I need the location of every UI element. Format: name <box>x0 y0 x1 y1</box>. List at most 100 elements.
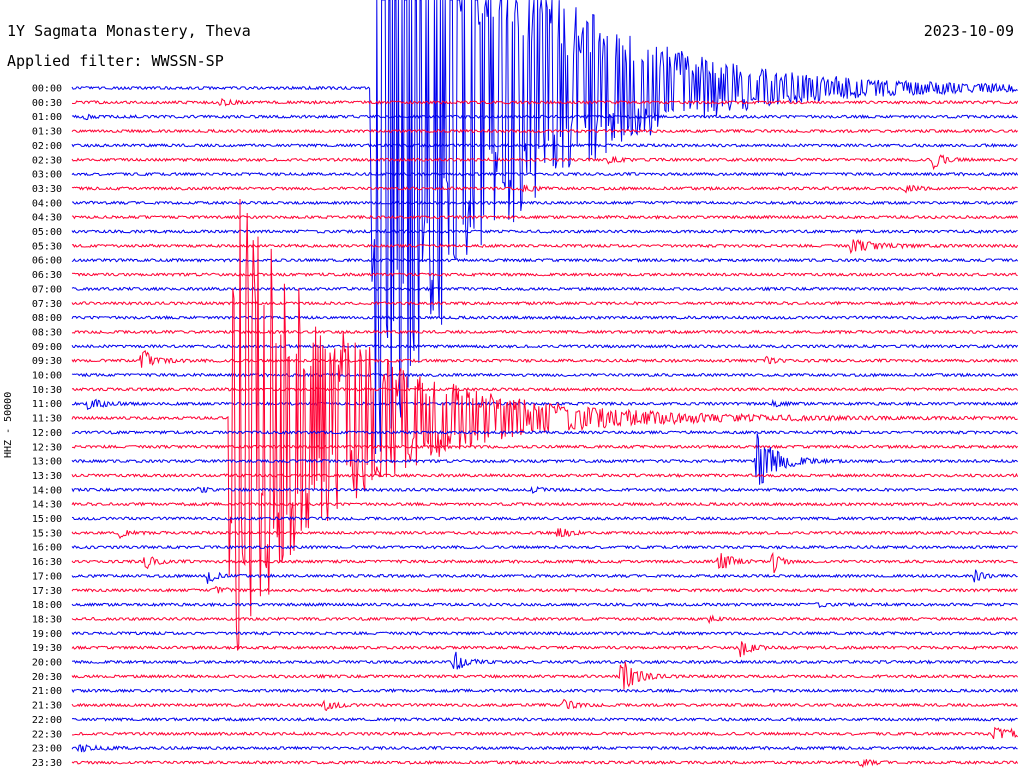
trace-row-1500 <box>71 516 1018 522</box>
trace-row-0030 <box>71 97 1019 107</box>
record-date: 2023-10-09 <box>923 22 1014 40</box>
trace-row-1400 <box>71 485 1019 494</box>
trace-row-2200 <box>71 716 1018 723</box>
row-tick-label: 08:00 <box>32 313 62 324</box>
trace-row-0900 <box>71 343 1019 349</box>
trace-row-1300 <box>71 433 1018 485</box>
row-tick-label: 22:00 <box>32 715 62 726</box>
trace-row-1100 <box>71 398 1018 411</box>
row-tick-label: 01:00 <box>32 112 62 123</box>
trace-row-2000 <box>71 651 1018 670</box>
trace-row-2130 <box>71 698 1018 712</box>
trace-row-0700 <box>71 286 1019 292</box>
row-tick-label: 22:30 <box>32 729 62 740</box>
trace-row-0800 <box>71 315 1018 320</box>
row-tick-label: 03:30 <box>32 184 62 195</box>
trace-row-2330 <box>71 758 1019 768</box>
trace-row-1630 <box>71 551 1018 574</box>
trace-row-1430 <box>71 501 1019 507</box>
trace-row-0300 <box>71 171 1019 177</box>
trace-row-1830 <box>71 614 1018 625</box>
trace-row-1700 <box>71 569 1018 584</box>
row-tick-label: 16:30 <box>32 557 62 568</box>
row-tick-label: 04:30 <box>32 213 62 224</box>
trace-row-2100 <box>71 688 1019 694</box>
trace-row-1930 <box>71 641 1019 658</box>
trace-row-1900 <box>71 630 1018 636</box>
row-tick-label: 18:30 <box>32 614 62 625</box>
trace-row-0530 <box>71 239 1019 255</box>
row-tick-label: 20:30 <box>32 672 62 683</box>
filter-label: Applied filter: WWSSN-SP <box>7 52 224 70</box>
row-tick-label: 11:30 <box>32 414 62 425</box>
trace-row-0100 <box>71 113 1018 121</box>
row-tick-label: 23:00 <box>32 744 62 755</box>
row-tick-label: 02:30 <box>32 155 62 166</box>
trace-row-0200 <box>71 142 1018 149</box>
trace-row-1730 <box>71 585 1018 594</box>
row-tick-label: 14:00 <box>32 485 62 496</box>
row-tick-label: 15:00 <box>32 514 62 525</box>
row-tick-label: 02:00 <box>32 141 62 152</box>
trace-row-0430 <box>71 214 1019 220</box>
row-tick-label: 03:00 <box>32 170 62 181</box>
trace-row-0330 <box>71 184 1018 194</box>
row-tick-label: 13:30 <box>32 471 62 482</box>
row-tick-label: 10:00 <box>32 371 62 382</box>
trace-row-2300 <box>71 744 1018 753</box>
row-tick-label: 06:00 <box>32 256 62 267</box>
trace-row-0400 <box>72 200 1018 206</box>
trace-row-2030 <box>71 661 1018 690</box>
row-tick-label: 16:00 <box>32 543 62 554</box>
row-tick-label: 10:30 <box>32 385 62 396</box>
row-tick-label: 05:00 <box>32 227 62 238</box>
trace-row-0000 <box>71 0 1018 455</box>
row-tick-label: 00:00 <box>32 84 62 95</box>
row-tick-label: 18:00 <box>32 600 62 611</box>
row-tick-label: 09:00 <box>32 342 62 353</box>
row-tick-label: 15:30 <box>32 528 62 539</box>
row-tick-label: 23:30 <box>32 758 62 769</box>
row-tick-label: 07:30 <box>32 299 62 310</box>
row-tick-label: 05:30 <box>32 241 62 252</box>
trace-row-0730 <box>71 300 1019 306</box>
trace-row-0130 <box>71 128 1018 134</box>
row-tick-label: 21:30 <box>32 701 62 712</box>
row-tick-label: 12:00 <box>32 428 62 439</box>
trace-row-1600 <box>71 544 1018 550</box>
row-tick-label: 17:00 <box>32 571 62 582</box>
trace-row-1330 <box>71 472 1019 478</box>
trace-row-0500 <box>71 228 1018 234</box>
row-tick-label: 19:00 <box>32 629 62 640</box>
trace-row-1200 <box>71 429 1018 435</box>
row-tick-label: 13:00 <box>32 457 62 468</box>
trace-row-1130 <box>71 198 1018 651</box>
row-tick-label: 21:00 <box>32 686 62 697</box>
row-tick-label: 00:30 <box>32 98 62 109</box>
trace-row-1230 <box>71 444 1018 450</box>
trace-row-0930 <box>71 350 1019 368</box>
row-tick-label: 20:00 <box>32 658 62 669</box>
row-tick-label: 06:30 <box>32 270 62 281</box>
row-tick-label: 14:30 <box>32 500 62 511</box>
row-tick-label: 12:30 <box>32 442 62 453</box>
trace-row-1030 <box>71 386 1019 392</box>
trace-row-2230 <box>71 726 1018 739</box>
trace-row-1530 <box>71 528 1018 540</box>
trace-row-1000 <box>71 372 1019 378</box>
trace-row-0230 <box>71 154 1018 171</box>
row-tick-label: 04:00 <box>32 198 62 209</box>
row-tick-label: 01:30 <box>32 127 62 138</box>
row-tick-label: 09:30 <box>32 356 62 367</box>
row-tick-label: 19:30 <box>32 643 62 654</box>
row-tick-label: 07:00 <box>32 284 62 295</box>
trace-row-0830 <box>71 329 1018 335</box>
station-title: 1Y Sagmata Monastery, Theva <box>7 22 251 40</box>
row-tick-label: 11:00 <box>32 399 62 410</box>
trace-row-0630 <box>71 272 1018 278</box>
row-tick-label: 17:30 <box>32 586 62 597</box>
row-tick-label: 08:30 <box>32 327 62 338</box>
trace-row-1800 <box>71 601 1018 609</box>
